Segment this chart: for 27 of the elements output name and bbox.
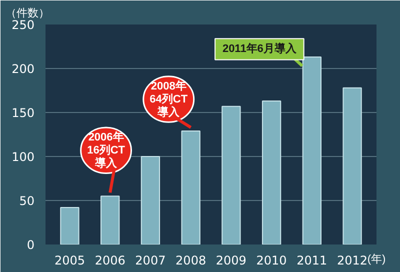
y-tick-label: 0 (26, 238, 35, 252)
x-tick-label: 2012 (337, 254, 368, 268)
x-tick-label: 2008 (176, 254, 206, 268)
bar (140, 156, 160, 244)
x-axis-title: (年) (367, 254, 386, 266)
bar (100, 196, 120, 244)
y-tick-label: 100 (12, 150, 34, 164)
x-tick-label: 2011 (296, 254, 328, 268)
y-tick-label: 150 (12, 106, 34, 120)
annotation: 2011年6月導入 (222, 42, 298, 56)
y-axis-title: （件数） (6, 8, 50, 20)
y-tick-label: 200 (12, 62, 34, 76)
bar (60, 207, 80, 244)
x-tick-label: 2005 (54, 254, 85, 268)
x-tick-label: 2009 (216, 254, 246, 268)
y-tick-label: 50 (19, 194, 35, 208)
bar (302, 56, 322, 244)
x-tick-label: 2006 (94, 254, 126, 268)
bar (222, 106, 241, 244)
bar (342, 87, 362, 244)
x-tick-label: 2007 (135, 254, 166, 268)
annotation: 2006年 16列CT 導入 (87, 130, 126, 170)
x-tick-label: 2010 (256, 254, 287, 268)
bar (181, 130, 200, 244)
y-tick-label: 250 (12, 18, 34, 32)
bar (262, 100, 282, 244)
annotation: 2008年 64列CT 導入 (150, 79, 188, 118)
